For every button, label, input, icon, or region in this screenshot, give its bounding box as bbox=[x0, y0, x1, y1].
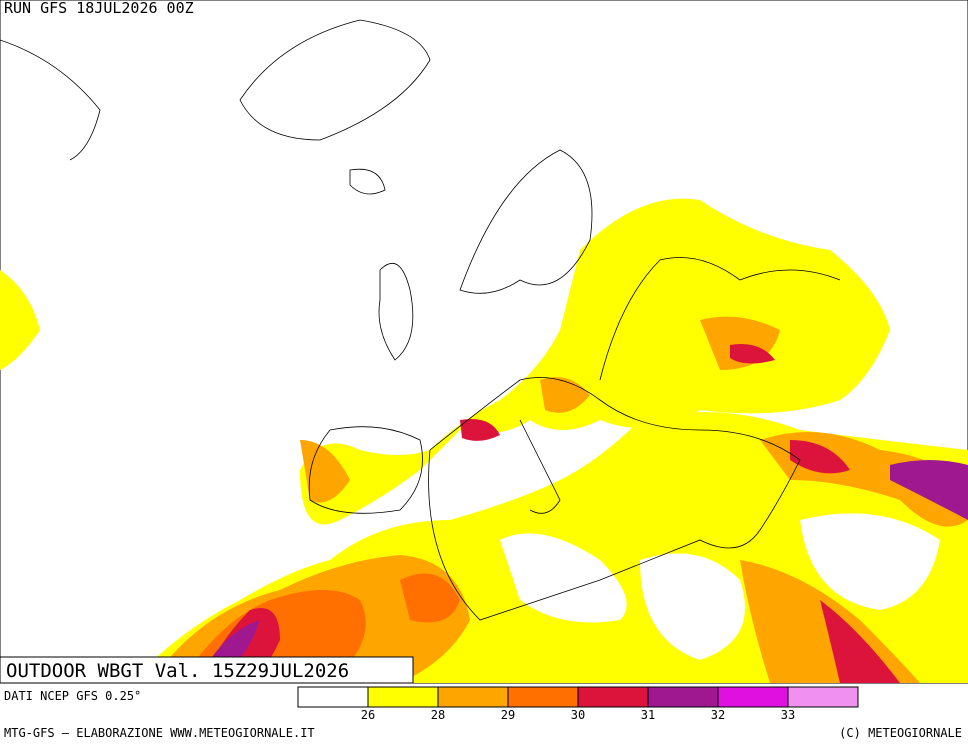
legend-swatch bbox=[297, 686, 369, 708]
legend-swatch bbox=[507, 686, 579, 708]
legend-tick-label: 26 bbox=[361, 708, 375, 722]
map-label: OUTDOOR WBGT Val. 15Z29JUL2026 bbox=[6, 660, 349, 682]
legend-tick-label: 30 bbox=[571, 708, 585, 722]
legend-tick-label: 31 bbox=[641, 708, 655, 722]
legend-swatch bbox=[717, 686, 789, 708]
footer-left: MTG-GFS — ELABORAZIONE WWW.METEOGIORNALE… bbox=[4, 726, 315, 740]
legend-swatch bbox=[647, 686, 719, 708]
label-box bbox=[0, 656, 414, 684]
legend-swatch bbox=[437, 686, 509, 708]
coastlines bbox=[0, 19, 841, 621]
footer-right: (C) METEOGIORNALE bbox=[839, 726, 962, 740]
legend-swatch bbox=[787, 686, 859, 708]
legend-swatch bbox=[577, 686, 649, 708]
legend-tick-label: 28 bbox=[431, 708, 445, 722]
legend-tick-label: 32 bbox=[711, 708, 725, 722]
color-legend: 26 28 29 30 31 32 33 bbox=[297, 686, 859, 722]
legend-tick-label: 29 bbox=[501, 708, 515, 722]
legend-tick-label: 33 bbox=[781, 708, 795, 722]
run-title: RUN GFS 18JUL2026 00Z bbox=[4, 0, 194, 17]
legend-swatch bbox=[367, 686, 439, 708]
source-label: DATI NCEP GFS 0.25° bbox=[4, 689, 141, 703]
